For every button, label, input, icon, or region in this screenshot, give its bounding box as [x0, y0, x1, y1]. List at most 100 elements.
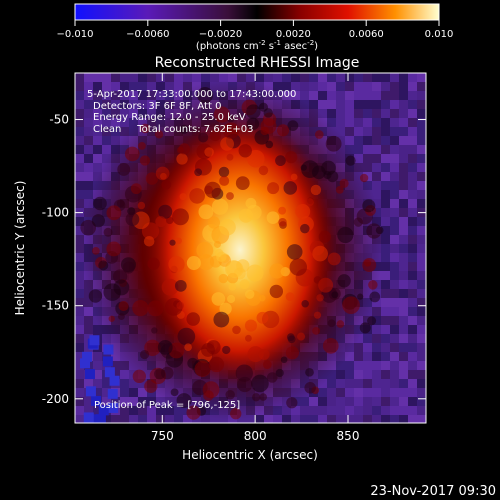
- heatmap-cell: [390, 415, 399, 423]
- noise-blob: [154, 368, 166, 380]
- heatmap-cell: [372, 298, 381, 307]
- heatmap-cell: [408, 154, 417, 163]
- heatmap-cell: [93, 352, 102, 361]
- noise-blob: [305, 198, 314, 207]
- noise-blob: [161, 278, 179, 296]
- plot-frame: [74, 72, 427, 424]
- noise-blob: [177, 327, 196, 346]
- heatmap-cell: [83, 412, 94, 423]
- heatmap-cell: [417, 172, 426, 181]
- heatmap-cell: [390, 73, 399, 82]
- heatmap-cell: [93, 109, 102, 118]
- noise-blob: [247, 149, 265, 168]
- axis-ticks: 750 800 850 -50 -100 -150 -200: [42, 73, 426, 443]
- heatmap-cell: [345, 361, 354, 370]
- heatmap-cell: [300, 397, 309, 406]
- heatmap-cell: [318, 406, 327, 415]
- heatmap-cell: [363, 361, 372, 370]
- heatmap-cell: [354, 91, 363, 100]
- heatmap-cell: [210, 73, 219, 82]
- heatmap-cell: [390, 325, 399, 334]
- noise-blob: [145, 172, 159, 185]
- heatmap-cell: [381, 289, 390, 298]
- heatmap-cell: [390, 199, 399, 208]
- heatmap-cell: [372, 118, 381, 127]
- heatmap-cell: [417, 406, 426, 415]
- heatmap-cell: [399, 217, 408, 226]
- heatmap-cell: [75, 415, 84, 423]
- noise-blob: [345, 155, 356, 166]
- heatmap-cell: [129, 91, 138, 100]
- heatmap-cell: [75, 406, 84, 415]
- heatmap-cell: [327, 415, 336, 423]
- heatmap-cell: [408, 352, 417, 361]
- noise-blob: [226, 260, 244, 279]
- noise-blob: [219, 218, 236, 236]
- heatmap-cell: [408, 172, 417, 181]
- heatmap-cell: [327, 73, 336, 82]
- noise-blob: [140, 123, 151, 134]
- heatmap-cell: [390, 352, 399, 361]
- noise-blob: [157, 339, 173, 355]
- noise-blob: [225, 390, 235, 400]
- heatmap-cell: [120, 91, 129, 100]
- noise-blob: [300, 164, 307, 171]
- heatmap-cell: [336, 397, 345, 406]
- heatmap-cell: [408, 325, 417, 334]
- heatmap-cell: [417, 397, 426, 406]
- heatmap-cell: [381, 208, 390, 217]
- heatmap-cell: [399, 181, 408, 190]
- heatmap-cell: [390, 406, 399, 415]
- heatmap-cell: [345, 118, 354, 127]
- heatmap-cell: [75, 172, 84, 181]
- noise-blob: [168, 256, 185, 273]
- annotation-time: 5-Apr-2017 17:33:00.000 to 17:43:00.000: [87, 89, 296, 100]
- heatmap-cell: [399, 370, 408, 379]
- colorbar-gradient: [74, 3, 440, 21]
- heatmap-cell: [75, 163, 84, 172]
- heatmap-cell: [345, 100, 354, 109]
- noise-blob: [170, 388, 179, 397]
- heatmap-cell: [372, 406, 381, 415]
- heatmap-cell: [417, 244, 426, 253]
- heatmap-cell: [408, 163, 417, 172]
- heatmap-cell: [103, 344, 114, 355]
- heatmap-cell: [399, 262, 408, 271]
- heatmap-cell: [75, 397, 84, 406]
- heatmap-cell: [327, 91, 336, 100]
- heatmap-cell: [372, 370, 381, 379]
- heatmap-cell: [174, 415, 183, 423]
- noise-blob: [266, 372, 278, 383]
- heatmap-cell: [75, 244, 84, 253]
- noise-blob: [216, 251, 227, 263]
- heatmap-cell: [85, 386, 96, 397]
- annotation-detectors: Detectors: 3F 6F 8F, Att 0: [93, 101, 221, 112]
- heatmap-cell: [345, 136, 354, 145]
- heatmap-cell: [147, 91, 156, 100]
- noise-blob: [269, 284, 284, 299]
- heatmap-cell: [109, 375, 120, 386]
- heatmap-cell: [75, 379, 84, 388]
- heatmap-cell: [390, 262, 399, 271]
- noise-blob: [258, 165, 269, 176]
- noise-blob: [186, 405, 201, 420]
- heatmap-cell: [147, 100, 156, 109]
- heatmap-cell: [336, 100, 345, 109]
- heatmap-cell: [363, 127, 372, 136]
- heatmap-cell: [75, 73, 84, 82]
- noise-blob: [151, 327, 158, 334]
- heatmap-cell: [381, 136, 390, 145]
- timestamp: 23-Nov-2017 09:30: [370, 484, 496, 499]
- noise-blob: [176, 393, 192, 409]
- heatmap-cell: [417, 253, 426, 262]
- heatmap-cell: [408, 406, 417, 415]
- noise-blob: [184, 343, 192, 352]
- heatmap-cell: [120, 118, 129, 127]
- heatmap-cell: [273, 73, 282, 82]
- noise-blob: [258, 294, 266, 302]
- heatmap-cell: [417, 334, 426, 343]
- heatmap-cell: [93, 154, 102, 163]
- heatmap-cell: [363, 82, 372, 91]
- heatmap-cell: [408, 109, 417, 118]
- heatmap-cell: [381, 100, 390, 109]
